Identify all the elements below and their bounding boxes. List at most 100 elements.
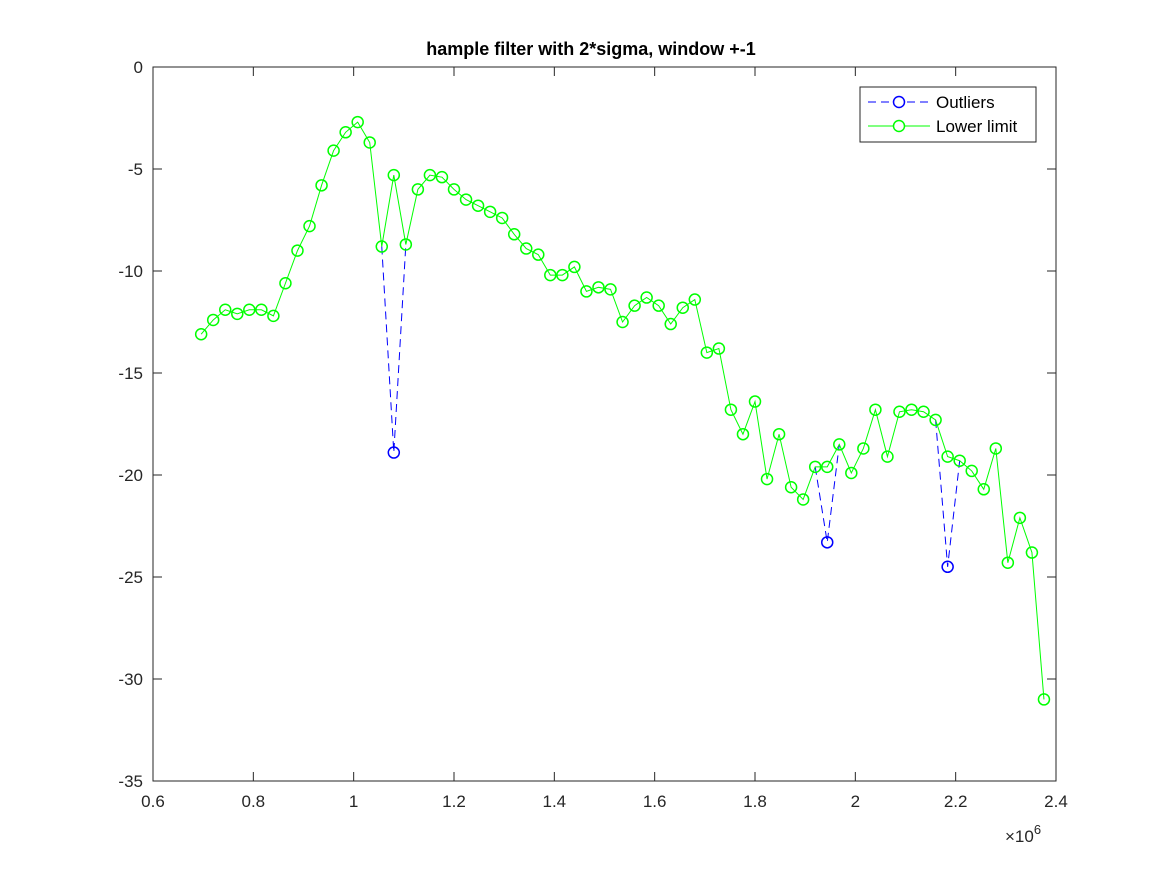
lower-limit-point bbox=[206, 313, 220, 327]
lower-limit-point bbox=[688, 293, 702, 306]
lower-limit-point bbox=[893, 405, 906, 419]
legend: Outliers Lower limit bbox=[859, 86, 1037, 143]
lower-limit-point bbox=[194, 327, 208, 341]
lower-limit-point bbox=[724, 403, 738, 416]
lower-limit-point bbox=[556, 268, 569, 282]
lower-limit-point bbox=[881, 450, 894, 463]
chart-title: hample filter with 2*sigma, window +-1 bbox=[426, 39, 756, 59]
lower-limit-point bbox=[833, 438, 846, 451]
x-tick-label: 2.4 bbox=[1044, 792, 1068, 811]
lower-limit-point bbox=[592, 281, 605, 294]
lower-limit-point bbox=[363, 136, 376, 149]
lower-limit-point bbox=[315, 179, 328, 192]
lower-limit-point bbox=[748, 395, 762, 408]
y-tick-label: 0 bbox=[134, 58, 143, 77]
outlier-point bbox=[941, 560, 954, 574]
lower-limit-point bbox=[929, 413, 942, 427]
lower-limit-point bbox=[736, 427, 750, 441]
lower-limit-point bbox=[712, 342, 726, 355]
lower-limit-point bbox=[544, 268, 557, 282]
y-tick-label: -15 bbox=[118, 364, 143, 383]
lower-limit-point bbox=[411, 183, 425, 196]
lower-limit-point bbox=[507, 228, 521, 241]
lower-limit-point bbox=[399, 238, 413, 251]
lower-limit-point bbox=[568, 260, 581, 274]
lower-limit-point bbox=[291, 244, 304, 257]
lower-limit-point bbox=[784, 480, 798, 494]
lower-limit-point bbox=[495, 211, 509, 225]
y-tick-label: -30 bbox=[118, 670, 143, 689]
lower-limit-point bbox=[941, 450, 954, 463]
x-tick-label: 1.6 bbox=[643, 792, 667, 811]
x-exponent-label: ×106 bbox=[1005, 822, 1041, 846]
lower-limit-point bbox=[772, 427, 786, 441]
lower-limit-point bbox=[965, 464, 978, 478]
lower-limit-line bbox=[200, 121, 1045, 700]
lower-limit-point bbox=[387, 168, 401, 182]
lower-limit-point bbox=[267, 309, 280, 323]
y-tick-label: -10 bbox=[118, 262, 143, 281]
x-exponent-power: 6 bbox=[1034, 822, 1041, 837]
lower-limit-point bbox=[652, 299, 665, 312]
legend-label-lower-limit: Lower limit bbox=[936, 117, 1018, 136]
axes-box bbox=[152, 66, 1057, 782]
lower-limit-point bbox=[471, 199, 485, 212]
x-exponent-base: ×10 bbox=[1005, 827, 1034, 846]
axes: 0.6 0.8 1 1.2 1.4 1.6 1.8 2 2.2 2.4 0 -5 -10 -15 -20 -2… bbox=[118, 58, 1067, 811]
lower-limit-point bbox=[905, 403, 918, 416]
outliers-line-segment bbox=[381, 244, 407, 453]
lower-limit-point bbox=[279, 276, 292, 290]
lower-limit-point bbox=[616, 315, 629, 329]
outlier-point bbox=[820, 536, 834, 549]
lower-limit-point bbox=[977, 483, 991, 496]
lower-limit-point bbox=[640, 291, 653, 304]
lower-limit-point bbox=[339, 126, 352, 139]
x-tick-label: 0.8 bbox=[242, 792, 266, 811]
x-tick-label: 0.6 bbox=[141, 792, 165, 811]
x-tick-label: 2 bbox=[851, 792, 860, 811]
lower-limit-point bbox=[327, 144, 340, 157]
x-tick-label: 1 bbox=[349, 792, 358, 811]
legend-swatch-marker-outliers bbox=[892, 95, 906, 109]
lower-limit-point bbox=[604, 283, 617, 296]
lower-limit-point bbox=[1013, 511, 1027, 525]
legend-label-outliers: Outliers bbox=[936, 93, 995, 112]
lower-limit-point bbox=[1001, 556, 1015, 569]
lower-limit-point bbox=[255, 303, 268, 317]
lower-limit-point bbox=[1025, 546, 1039, 559]
lower-limit-point bbox=[447, 183, 461, 196]
lower-limit-point bbox=[231, 307, 244, 321]
y-tick-label: -20 bbox=[118, 466, 143, 485]
lower-limit-point bbox=[820, 460, 834, 474]
lower-limit-point bbox=[375, 240, 389, 253]
y-tick-label: -25 bbox=[118, 568, 143, 587]
lower-limit-point bbox=[989, 442, 1003, 455]
lower-limit-point bbox=[435, 170, 449, 184]
lower-limit-point bbox=[218, 303, 232, 317]
plot-area bbox=[153, 67, 1056, 781]
lower-limit-point bbox=[917, 405, 930, 419]
series-layer bbox=[194, 115, 1051, 706]
lower-limit-point bbox=[953, 454, 966, 467]
lower-limit-point bbox=[532, 248, 545, 261]
lower-limit-point bbox=[664, 317, 677, 331]
lower-limit-point bbox=[676, 301, 690, 314]
lower-limit-point bbox=[303, 219, 316, 233]
lower-limit-point bbox=[869, 403, 882, 416]
lower-limit-point bbox=[243, 303, 256, 317]
lower-limit-point bbox=[351, 115, 364, 129]
legend-box bbox=[859, 86, 1037, 143]
lower-limit-point bbox=[580, 285, 593, 298]
lower-limit-point bbox=[808, 460, 822, 474]
lower-limit-point bbox=[796, 493, 810, 506]
x-tick-label: 1.2 bbox=[442, 792, 466, 811]
lower-limit-point bbox=[845, 466, 858, 480]
y-tick-label: -35 bbox=[118, 772, 143, 791]
lower-limit-point bbox=[1037, 693, 1051, 706]
y-tick-label: -5 bbox=[128, 160, 143, 179]
plot-background bbox=[153, 67, 1056, 781]
legend-swatch-marker-lower-limit bbox=[892, 119, 906, 133]
lower-limit-point bbox=[857, 442, 870, 455]
lower-limit-point bbox=[760, 472, 774, 486]
